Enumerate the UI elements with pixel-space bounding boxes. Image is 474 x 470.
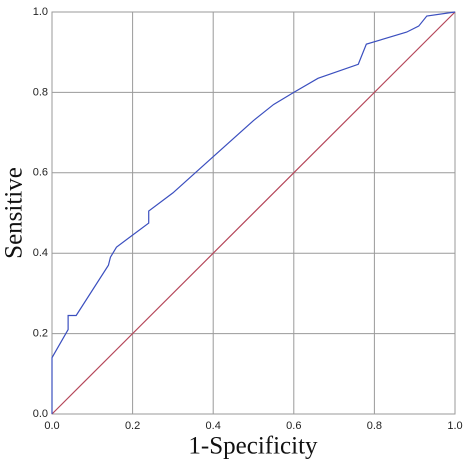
line (51, 11, 456, 414)
y-tick-label: 0.2 (33, 328, 48, 340)
line (51, 11, 456, 415)
x-axis-label: 1-Specificity (188, 433, 318, 460)
x-tick-label: 0.6 (286, 420, 301, 432)
x-tick-label: 1.0 (447, 420, 462, 432)
x-tick-label: 0.0 (44, 420, 59, 432)
y-tick-label: 1.0 (33, 6, 48, 18)
y-axis-label: Sensitive (1, 167, 28, 259)
x-tick-label: 0.4 (206, 420, 221, 432)
y-tick-label: 0.8 (33, 86, 48, 98)
y-tick-label: 0.6 (33, 167, 48, 179)
x-tick-label: 0.2 (125, 420, 140, 432)
x-tick-label: 0.8 (367, 420, 382, 432)
y-tick-label: 0.0 (33, 408, 48, 420)
y-tick-label: 0.4 (33, 247, 48, 259)
